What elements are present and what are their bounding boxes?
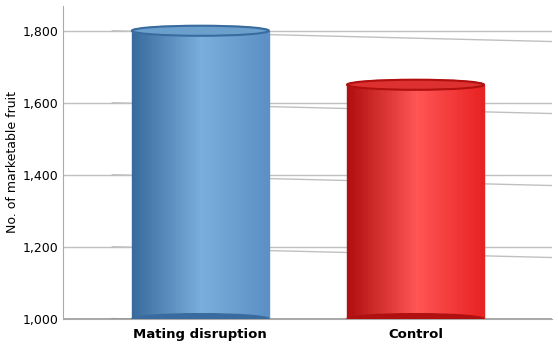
Bar [422, 85, 426, 319]
Bar [450, 85, 454, 319]
Bar [187, 31, 191, 319]
Bar [384, 85, 388, 319]
Bar [429, 85, 433, 319]
Bar [152, 31, 156, 319]
Bar [238, 31, 242, 319]
Bar [176, 31, 180, 319]
Ellipse shape [347, 314, 484, 324]
Bar [200, 31, 204, 319]
Bar [405, 85, 409, 319]
Bar [190, 31, 194, 319]
Bar [159, 31, 163, 319]
Bar [470, 85, 474, 319]
Bar [234, 31, 238, 319]
Bar [398, 85, 402, 319]
Bar [146, 31, 150, 319]
Bar [395, 85, 399, 319]
Bar [402, 85, 406, 319]
Bar [248, 31, 252, 319]
Bar [221, 31, 225, 319]
Bar [354, 85, 358, 319]
Y-axis label: No. of marketable fruit: No. of marketable fruit [6, 91, 18, 233]
Bar [139, 31, 143, 319]
Bar [371, 85, 375, 319]
Bar [456, 85, 460, 319]
Bar [252, 31, 256, 319]
Bar [480, 85, 484, 319]
Bar [210, 31, 215, 319]
Bar [197, 31, 201, 319]
Bar [218, 31, 222, 319]
Bar [255, 31, 259, 319]
Bar [388, 85, 392, 319]
Bar [443, 85, 447, 319]
Bar [381, 85, 385, 319]
Bar [474, 85, 478, 319]
Bar [392, 85, 396, 319]
Bar [361, 85, 365, 319]
Bar [378, 85, 382, 319]
Bar [173, 31, 177, 319]
Bar [207, 31, 211, 319]
Bar [262, 31, 266, 319]
Bar [132, 31, 136, 319]
Bar [245, 31, 249, 319]
Bar [464, 85, 468, 319]
Ellipse shape [132, 26, 269, 36]
Bar [163, 31, 167, 319]
Bar [142, 31, 146, 319]
Bar [266, 31, 270, 319]
Bar [477, 85, 481, 319]
Bar [426, 85, 430, 319]
Bar [374, 85, 378, 319]
Ellipse shape [347, 80, 484, 90]
Bar [149, 31, 153, 319]
Bar [214, 31, 218, 319]
Bar [180, 31, 184, 319]
Bar [436, 85, 440, 319]
Bar [432, 85, 436, 319]
Bar [440, 85, 444, 319]
Bar [357, 85, 361, 319]
Bar [224, 31, 228, 319]
Ellipse shape [132, 314, 269, 324]
Bar [446, 85, 450, 319]
Bar [242, 31, 246, 319]
Bar [258, 31, 262, 319]
Bar [194, 31, 198, 319]
Bar [156, 31, 160, 319]
Bar [453, 85, 457, 319]
Bar [347, 85, 351, 319]
Bar [364, 85, 368, 319]
Bar [166, 31, 170, 319]
Bar [204, 31, 208, 319]
Bar [183, 31, 187, 319]
Bar [136, 31, 140, 319]
Bar [350, 85, 354, 319]
Bar [408, 85, 412, 319]
Bar [228, 31, 232, 319]
Bar [460, 85, 464, 319]
Bar [419, 85, 423, 319]
Bar [231, 31, 235, 319]
Bar [416, 85, 420, 319]
Bar [412, 85, 416, 319]
Bar [170, 31, 174, 319]
Bar [368, 85, 372, 319]
Bar [467, 85, 471, 319]
